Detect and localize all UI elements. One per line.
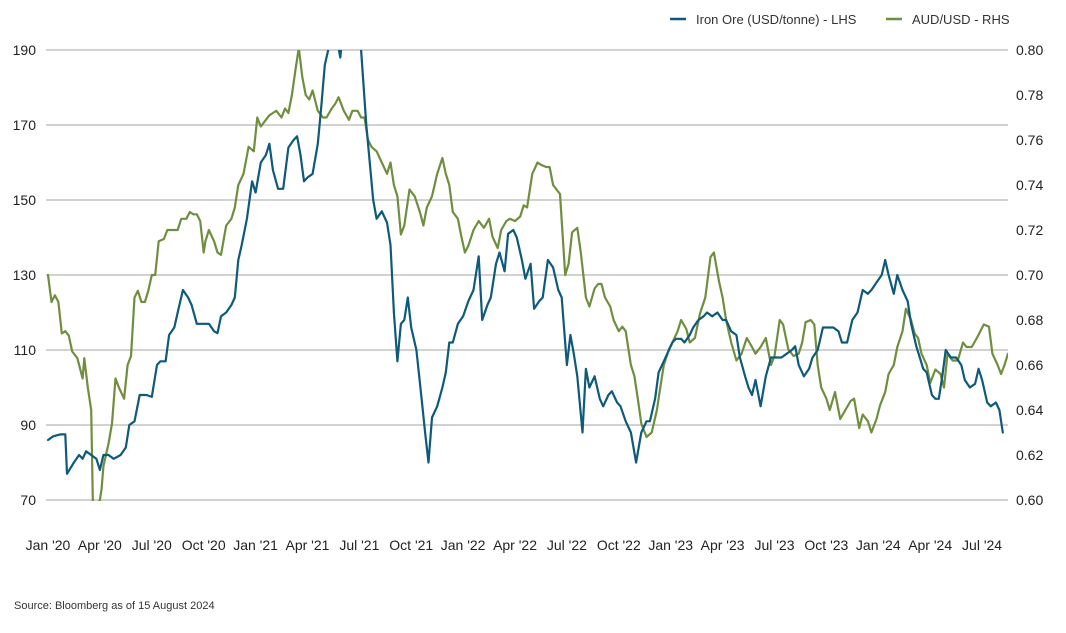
x-tick-label: Jan '24	[856, 537, 901, 553]
x-tick-label: Jan '20	[26, 537, 71, 553]
right-tick-label: 0.68	[1016, 312, 1043, 328]
left-tick-label: 190	[13, 42, 37, 58]
right-axis-tick-labels: 0.80 0.78 0.76 0.74 0.72 0.70 0.68 0.66 0.64 0.62…	[1016, 42, 1043, 508]
left-tick-label: 70	[20, 492, 36, 508]
x-tick-label: Jul '22	[547, 537, 587, 553]
x-tick-label: Jul '24	[962, 537, 1002, 553]
x-tick-label: Jul '23	[754, 537, 794, 553]
left-tick-label: 130	[13, 267, 37, 283]
right-tick-label: 0.78	[1016, 87, 1043, 103]
x-tick-label: Jul '20	[132, 537, 172, 553]
left-axis-tick-labels: 190 170 150 130 110 90 70	[13, 42, 37, 508]
legend-iron-ore-label: Iron Ore (USD/tonne) - LHS	[696, 12, 857, 27]
right-tick-label: 0.72	[1016, 222, 1043, 238]
iron-ore-series-line	[46, 50, 1004, 475]
right-tick-label: 0.60	[1016, 492, 1043, 508]
series-lines	[46, 50, 1008, 501]
legend-aud-usd-label: AUD/USD - RHS	[912, 12, 1010, 27]
x-tick-label: Oct '23	[804, 537, 848, 553]
left-tick-label: 90	[20, 417, 36, 433]
left-tick-label: 150	[13, 192, 37, 208]
x-tick-label: Apr '24	[908, 537, 952, 553]
x-tick-label: Oct '20	[182, 537, 226, 553]
x-tick-label: Apr '22	[493, 537, 537, 553]
x-tick-label: Oct '22	[597, 537, 641, 553]
x-tick-label: Apr '20	[78, 537, 122, 553]
x-tick-label: Apr '21	[285, 537, 329, 553]
x-tick-label: Jan '22	[441, 537, 486, 553]
right-tick-label: 0.64	[1016, 402, 1043, 418]
right-tick-label: 0.70	[1016, 267, 1043, 283]
x-tick-label: Oct '21	[389, 537, 433, 553]
right-tick-label: 0.74	[1016, 177, 1043, 193]
x-axis-tick-labels: Jan '20 Apr '20 Jul '20 Oct '20 Jan '21 Apr '…	[26, 537, 1003, 553]
aud-usd-series-line	[46, 50, 1008, 501]
x-tick-label: Jan '21	[233, 537, 278, 553]
x-tick-label: Jan '23	[648, 537, 693, 553]
source-note: Source: Bloomberg as of 15 August 2024	[14, 600, 215, 612]
legend: Iron Ore (USD/tonne) - LHS AUD/USD - RHS	[670, 12, 1010, 27]
x-tick-label: Jul '21	[339, 537, 379, 553]
left-tick-label: 110	[14, 342, 37, 358]
right-tick-label: 0.66	[1016, 357, 1043, 373]
right-tick-label: 0.80	[1016, 42, 1043, 58]
gridlines	[46, 49, 1008, 501]
right-tick-label: 0.62	[1016, 447, 1043, 463]
x-tick-label: Apr '23	[701, 537, 745, 553]
left-tick-label: 170	[13, 117, 37, 133]
right-tick-label: 0.76	[1016, 132, 1043, 148]
